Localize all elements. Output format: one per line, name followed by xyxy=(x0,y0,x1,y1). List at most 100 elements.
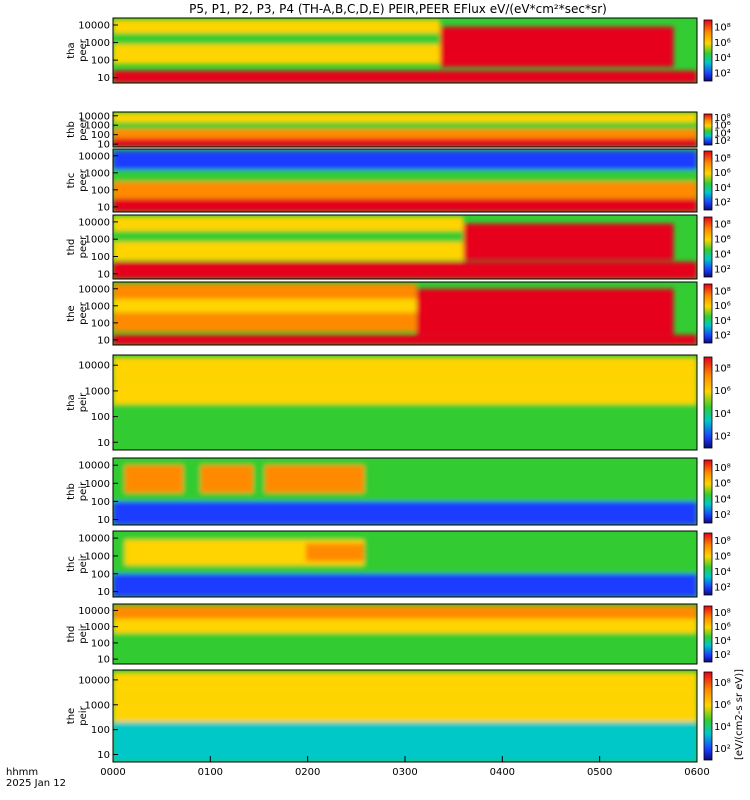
colorbar xyxy=(703,605,713,663)
colorbar-tick-label: 10⁴ xyxy=(714,316,731,327)
colorbar-tick-label: 10⁶ xyxy=(714,121,731,132)
colorbar-tick-label: 10⁸ xyxy=(714,220,731,231)
colorbar xyxy=(703,150,713,211)
y-tick-label: 10000 xyxy=(78,534,110,545)
spectrogram-band xyxy=(113,70,697,83)
colorbar-tick-label: 10⁴ xyxy=(714,722,731,733)
chart-title: P5, P1, P2, P3, P4 (TH-A,B,C,D,E) PEIR,P… xyxy=(189,2,607,16)
spectrogram-band xyxy=(113,672,697,698)
panel-frame xyxy=(112,148,698,213)
colorbar-tick-label: 10² xyxy=(714,136,731,147)
y-tick-label: 100 xyxy=(91,318,110,329)
spectrogram-band xyxy=(113,169,697,182)
y-tick-label: 10000 xyxy=(78,111,110,122)
spectrogram-band xyxy=(113,216,464,231)
y-tick-label: 1000 xyxy=(85,168,110,179)
spectrogram-band xyxy=(113,573,697,597)
spectrogram-band xyxy=(113,261,697,279)
spectrogram-band xyxy=(416,288,674,335)
spectrogram-band xyxy=(113,357,697,379)
colorbar-tick-label: 10⁴ xyxy=(714,567,731,578)
colorbar-tick-label: 10² xyxy=(714,744,731,755)
spectrogram-band xyxy=(113,230,464,242)
panel-frame xyxy=(112,354,698,451)
y-tick-label: 10000 xyxy=(78,151,110,162)
colorbar-tick-label: 10⁸ xyxy=(714,463,731,474)
panel-species-label: peer xyxy=(78,38,89,62)
spectrogram-band xyxy=(463,223,674,261)
colorbar xyxy=(703,283,713,344)
colorbar-tick-label: 10⁶ xyxy=(714,479,731,490)
x-tick-label: 0400 xyxy=(490,767,515,778)
y-tick-label: 10 xyxy=(97,655,110,666)
panel-frame xyxy=(112,457,698,526)
x-tick-label: 0000 xyxy=(100,767,125,778)
colorbar-tick-label: 10² xyxy=(714,510,731,521)
y-tick-label: 1000 xyxy=(85,235,110,246)
panel-species-label: peer xyxy=(78,117,89,141)
panel-probe-label: thd xyxy=(66,239,77,256)
spectrogram-band xyxy=(113,312,417,332)
spectrogram-band xyxy=(113,334,697,345)
y-tick-label: 10 xyxy=(97,269,110,280)
spectrogram-band xyxy=(113,122,697,129)
spectrogram-band xyxy=(113,19,441,34)
panel-probe-label: tha xyxy=(66,42,77,58)
colorbar xyxy=(703,113,713,146)
spectrogram-band xyxy=(113,112,697,123)
colorbar-tick-label: 10⁴ xyxy=(714,409,731,420)
y-tick-label: 10 xyxy=(97,587,110,598)
y-tick-label: 100 xyxy=(91,412,110,423)
spectrogram-band xyxy=(305,543,365,562)
colorbar-tick-label: 10⁴ xyxy=(714,636,731,647)
spectrogram-band xyxy=(113,378,697,405)
spectrogram-band xyxy=(113,241,464,261)
spectrogram-band xyxy=(113,404,697,427)
panel-species-label: peir xyxy=(78,705,89,725)
panel-species-label: peer xyxy=(78,235,89,259)
y-tick-label: 100 xyxy=(91,252,110,263)
x-tick-label: 0600 xyxy=(684,767,709,778)
panel-the-peir: 10 100 1000 10000 the peir 10² 10⁴ 10⁶ 10⁸ xyxy=(66,669,731,763)
spectrogram-band xyxy=(113,128,697,139)
panel-species-label: peir xyxy=(78,481,89,501)
panel-species-label: peir xyxy=(78,623,89,643)
spectrogram-band xyxy=(113,633,697,664)
colorbar-tick-label: 10⁶ xyxy=(714,235,731,246)
colorbar-label: [eV/(cm2-s sr eV)] xyxy=(734,669,745,760)
panel-probe-label: the xyxy=(66,305,77,321)
panel-species-label: peir xyxy=(78,553,89,573)
panel-frame xyxy=(112,17,698,84)
y-tick-label: 10000 xyxy=(78,675,110,686)
spectrogram-band xyxy=(113,283,417,300)
y-tick-label: 10000 xyxy=(78,461,110,472)
y-tick-label: 100 xyxy=(91,569,110,580)
colorbar xyxy=(703,459,713,524)
colorbar-tick-label: 10⁸ xyxy=(714,113,731,124)
panel-frame xyxy=(112,111,698,148)
colorbar-tick-label: 10⁸ xyxy=(714,678,731,689)
y-tick-label: 10000 xyxy=(78,361,110,372)
spectrogram-band xyxy=(113,181,697,199)
colorbar-tick-label: 10⁸ xyxy=(714,363,731,374)
spectrogram-band xyxy=(113,618,697,634)
spectrogram-band xyxy=(113,299,417,313)
panel-probe-label: thd xyxy=(66,626,77,643)
spectrogram-band xyxy=(113,150,697,170)
y-tick-label: 10 xyxy=(97,73,110,84)
spectrogram-band xyxy=(113,605,697,619)
y-tick-label: 100 xyxy=(91,638,110,649)
spectrogram-band xyxy=(113,722,697,762)
colorbar xyxy=(703,532,713,596)
colorbar-tick-label: 10⁶ xyxy=(714,168,731,179)
y-tick-label: 1000 xyxy=(85,700,110,711)
panel-species-label: peir xyxy=(78,392,89,412)
